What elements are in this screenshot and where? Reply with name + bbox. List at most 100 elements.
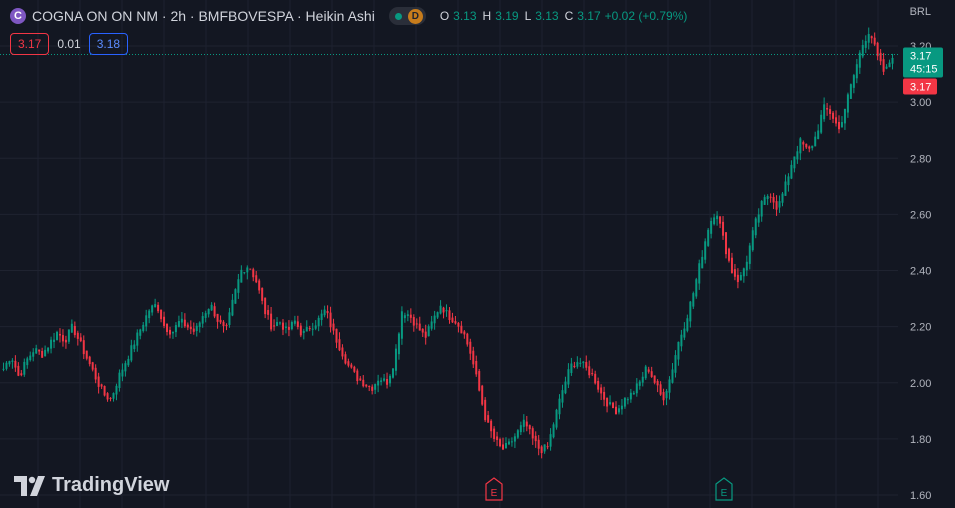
candle: [350, 362, 353, 369]
candle: [463, 330, 466, 339]
candle: [733, 263, 736, 281]
candle: [475, 355, 478, 377]
currency-label[interactable]: BRL: [909, 6, 931, 18]
candle: [270, 306, 273, 332]
candle: [2, 362, 5, 372]
candle: [683, 322, 686, 341]
spread-value: 0.01: [57, 37, 81, 51]
earnings-marker-icon[interactable]: E: [485, 477, 503, 501]
ohlc-close-label: C: [564, 9, 574, 23]
candle: [609, 395, 612, 406]
candle: [864, 35, 867, 54]
candle: [394, 344, 397, 376]
candle: [344, 351, 347, 365]
candle: [751, 227, 754, 252]
candle: [588, 360, 591, 379]
candle: [192, 322, 195, 335]
candle: [133, 340, 136, 353]
candle: [487, 410, 490, 423]
candle: [61, 329, 64, 347]
candle: [852, 73, 855, 94]
tradingview-logo[interactable]: TradingView: [14, 474, 169, 497]
candle: [713, 213, 716, 226]
candle: [400, 306, 403, 345]
candle: [549, 428, 552, 451]
candle: [817, 124, 820, 140]
candle: [570, 357, 573, 376]
candle: [837, 115, 840, 134]
candle: [100, 383, 103, 390]
candle: [451, 312, 454, 323]
candle: [481, 384, 484, 406]
candle: [317, 315, 320, 332]
candle: [284, 322, 287, 334]
horizontal-grid: [0, 45, 898, 496]
candle: [748, 242, 751, 270]
candle: [374, 383, 377, 395]
candle: [430, 315, 433, 331]
candle: [353, 365, 356, 373]
candle: [127, 355, 130, 367]
candle: [710, 217, 713, 239]
candle: [790, 160, 793, 180]
candle: [829, 105, 832, 120]
candle: [73, 321, 76, 338]
candle: [692, 291, 695, 310]
price-tick-label: 2.20: [910, 322, 931, 334]
candle: [778, 195, 781, 213]
candle: [391, 368, 394, 379]
candle: [617, 405, 620, 415]
price-axis[interactable]: 1.601.802.002.202.402.602.803.003.203.17…: [903, 41, 943, 502]
sell-button[interactable]: 3.17: [10, 33, 50, 55]
candle: [808, 145, 811, 153]
candle: [855, 58, 858, 84]
candle: [525, 415, 528, 432]
candle: [502, 437, 505, 451]
candle: [478, 368, 481, 392]
symbol-logo-icon[interactable]: C: [10, 8, 26, 24]
candle: [769, 193, 772, 203]
candle: [145, 309, 148, 332]
candle: [252, 267, 255, 282]
candle: [216, 313, 219, 329]
candle: [118, 369, 121, 392]
candle: [47, 347, 50, 354]
candle: [730, 252, 733, 274]
candle: [85, 350, 88, 361]
bid-price-value: 3.17: [910, 81, 931, 93]
market-status[interactable]: D: [388, 7, 426, 25]
candle: [228, 307, 231, 328]
candle: [719, 215, 722, 229]
candle: [418, 316, 421, 331]
candle: [130, 339, 133, 363]
candle: [763, 194, 766, 206]
candle: [522, 414, 525, 433]
candle: [323, 305, 326, 318]
candle: [210, 302, 213, 311]
candle: [579, 357, 582, 368]
candle: [555, 408, 558, 430]
earnings-marker-icon[interactable]: E: [715, 477, 733, 501]
candle: [290, 320, 293, 331]
candle: [174, 322, 177, 338]
buy-button[interactable]: 3.18: [88, 33, 129, 55]
candle: [56, 330, 59, 341]
candle: [79, 333, 82, 343]
candle: [716, 211, 719, 226]
candle: [439, 300, 442, 315]
candle: [166, 323, 169, 336]
symbol-title[interactable]: COGNA ON ON NM · 2h · BMFBOVESPA · Heiki…: [32, 8, 375, 24]
price-tick-label: 3.00: [910, 97, 931, 109]
ohlc-close-value: 3.17: [577, 9, 601, 23]
candle: [472, 346, 475, 369]
candle: [739, 271, 742, 281]
candle: [29, 351, 32, 362]
candle: [460, 321, 463, 334]
candle: [704, 238, 707, 264]
candle: [698, 259, 701, 290]
candle: [888, 59, 891, 68]
candle: [296, 315, 299, 330]
earnings-marker-label: E: [491, 488, 498, 499]
candle: [513, 433, 516, 449]
